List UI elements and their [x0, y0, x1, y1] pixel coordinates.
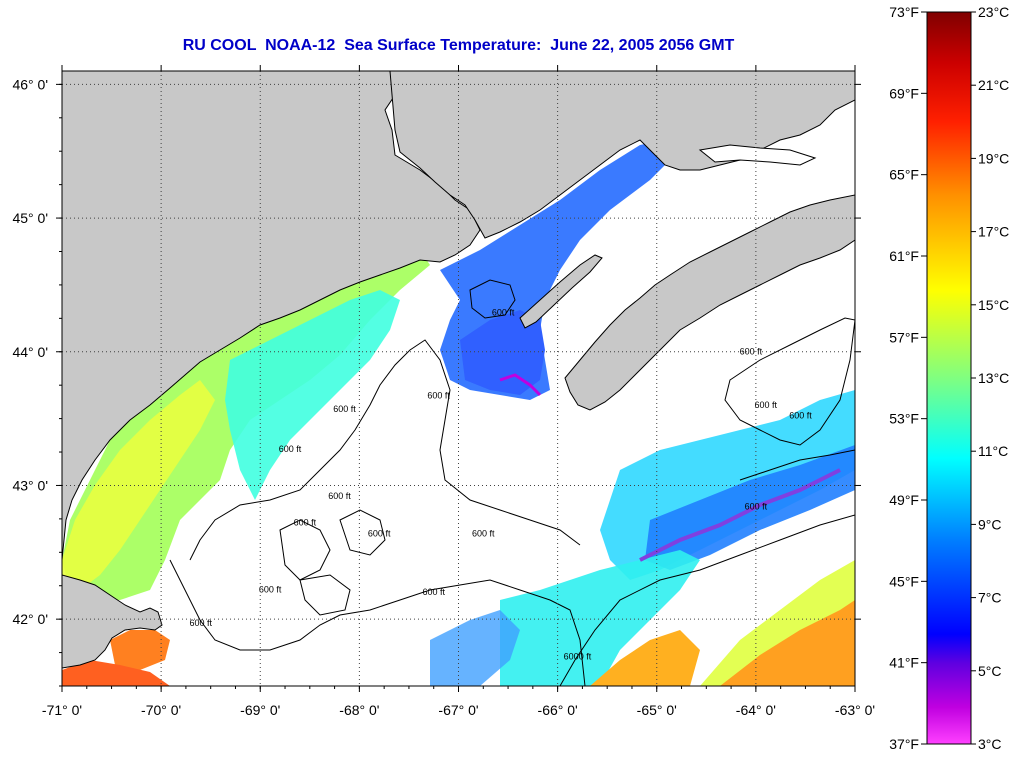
- contour-label: 600 ft: [755, 400, 778, 410]
- contour-600ft-scotian: [724, 317, 855, 446]
- colorbar-c-label: 13°C: [978, 370, 1009, 386]
- contour-6000ft: [559, 514, 855, 686]
- lon-tick-label: -69° 0': [240, 702, 280, 718]
- contour-label: 600 ft: [492, 308, 515, 318]
- lon-tick-label: -65° 0': [637, 702, 677, 718]
- contour-label: 600 ft: [740, 346, 763, 356]
- contour-label: 600 ft: [294, 518, 317, 528]
- lat-tick-label: 42° 0': [12, 611, 48, 627]
- contour-label: 600 ft: [333, 404, 356, 414]
- sst-region-scotian-shelf-blue: [645, 445, 855, 570]
- contour-600ft-fundy: [469, 279, 516, 319]
- colorbar-f-label: 45°F: [889, 573, 919, 589]
- colorbar: 73°F 69°F 65°F 61°F 57°F 53°F 49°F 45°F 41°F 37°F…: [889, 4, 1009, 752]
- land-nova-scotia: [564, 194, 855, 411]
- contour-label: 600 ft: [422, 587, 445, 597]
- contour-labels: 600 ft 600 ft 600 ft 600 ft 600 ft 600 ft 600 …: [190, 308, 813, 662]
- colorbar-c-label: 17°C: [978, 224, 1009, 240]
- colorbar-c-label: 7°C: [978, 590, 1002, 606]
- colorbar-f-label: 49°F: [889, 492, 919, 508]
- depth-contours: [169, 279, 855, 686]
- land: [62, 71, 855, 669]
- contour-600ft-western: [189, 339, 581, 561]
- colorbar-c-label: 5°C: [978, 663, 1002, 679]
- map-title: RU COOL NOAA-12 Sea Surface Temperature:…: [182, 37, 735, 54]
- contour-label: 600 ft: [427, 391, 450, 401]
- lat-tick-label: 44° 0': [12, 344, 48, 360]
- colorbar-c-label: 19°C: [978, 150, 1009, 166]
- map-layers: 600 ft 600 ft 600 ft 600 ft 600 ft 600 ft 600 …: [62, 71, 855, 686]
- colorbar-c-label: 23°C: [978, 4, 1009, 20]
- contour-label: 600 ft: [789, 411, 812, 421]
- contour-label: 600 ft: [368, 528, 391, 538]
- sst-streak-cold-scotian: [639, 468, 841, 562]
- lon-tick-label: -64° 0': [736, 702, 776, 718]
- contour-600ft-basin-3: [299, 574, 351, 616]
- land-new-brunswick: [389, 71, 855, 239]
- colorbar-f-label: 65°F: [889, 167, 919, 183]
- lon-tick-label: -66° 0': [538, 702, 578, 718]
- colorbar-f-label: 57°F: [889, 329, 919, 345]
- colorbar-celsius-ticks: 23°C 21°C 19°C 17°C 15°C 13°C 11°C 9°C 7°C 5°C 3°C: [971, 4, 1009, 752]
- lat-tick-label: 43° 0': [12, 477, 48, 493]
- colorbar-f-label: 73°F: [889, 4, 919, 20]
- contour-label: 600 ft: [259, 584, 282, 594]
- colorbar-gradient: [926, 11, 972, 745]
- lon-tick-label: -63° 0': [835, 702, 875, 718]
- colorbar-c-label: 21°C: [978, 77, 1009, 93]
- sst-region-minas-basin-blue: [460, 310, 545, 395]
- sst-region-southwest-blue: [430, 610, 520, 686]
- contour-label: 6000 ft: [564, 651, 592, 661]
- land-new-england: [62, 71, 481, 561]
- sst-streak-cold-fundy: [499, 373, 542, 397]
- lon-tick-label: -71° 0': [42, 702, 82, 718]
- colorbar-c-label: 9°C: [978, 516, 1002, 532]
- sst-region-gulf-stream-warm: [590, 630, 700, 686]
- sst-region-western-gulf-yellow: [62, 380, 215, 595]
- lat-tick-label: 45° 0': [12, 210, 48, 226]
- contour-label: 600 ft: [190, 618, 213, 628]
- contour-600ft-basin-1: [279, 519, 331, 581]
- lon-tick-label: -70° 0': [141, 702, 181, 718]
- colorbar-c-label: 15°C: [978, 297, 1009, 313]
- axis-ticks: [56, 65, 861, 692]
- contour-label: 600 ft: [328, 491, 351, 501]
- colorbar-f-label: 61°F: [889, 248, 919, 264]
- lon-tick-label: -68° 0': [339, 702, 379, 718]
- colorbar-f-label: 41°F: [889, 655, 919, 671]
- contour-label: 600 ft: [472, 528, 495, 538]
- contour-label: 600 ft: [279, 444, 302, 454]
- sst-imagery: [62, 140, 855, 686]
- sst-region-central-cyan: [225, 290, 400, 500]
- lat-tick-label: 46° 0': [12, 76, 48, 92]
- land-cape-cod: [62, 574, 163, 669]
- sst-region-georges-bank-cyan: [500, 550, 700, 686]
- lon-tick-label: -67° 0': [438, 702, 478, 718]
- colorbar-c-label: 11°C: [978, 443, 1008, 459]
- colorbar-fahrenheit-ticks: 73°F 69°F 65°F 61°F 57°F 53°F 49°F 45°F 41°F 37°F: [889, 4, 927, 752]
- colorbar-f-label: 53°F: [889, 411, 919, 427]
- colorbar-f-label: 69°F: [889, 85, 919, 101]
- sst-region-nantucket-warm: [62, 660, 170, 686]
- colorbar-c-label: 3°C: [978, 736, 1002, 752]
- contour-600ft-basin-2: [339, 509, 386, 556]
- sst-region-cape-cod-warm: [110, 630, 170, 670]
- contour-600ft-scotian-2: [739, 449, 855, 481]
- grid-lines: [62, 71, 855, 686]
- sst-region-gulf-stream-orange: [720, 600, 855, 686]
- contour-label: 600 ft: [745, 502, 768, 512]
- contour-600ft-southern: [169, 559, 586, 686]
- longitude-labels: -71° 0' -70° 0' -69° 0' -68° 0' -67° 0' -66° …: [42, 702, 875, 718]
- land-digby-neck: [519, 254, 603, 329]
- land-pei: [698, 144, 817, 166]
- latitude-labels: 46° 0' 45° 0' 44° 0' 43° 0' 42° 0': [12, 76, 48, 627]
- colorbar-f-label: 37°F: [889, 736, 919, 752]
